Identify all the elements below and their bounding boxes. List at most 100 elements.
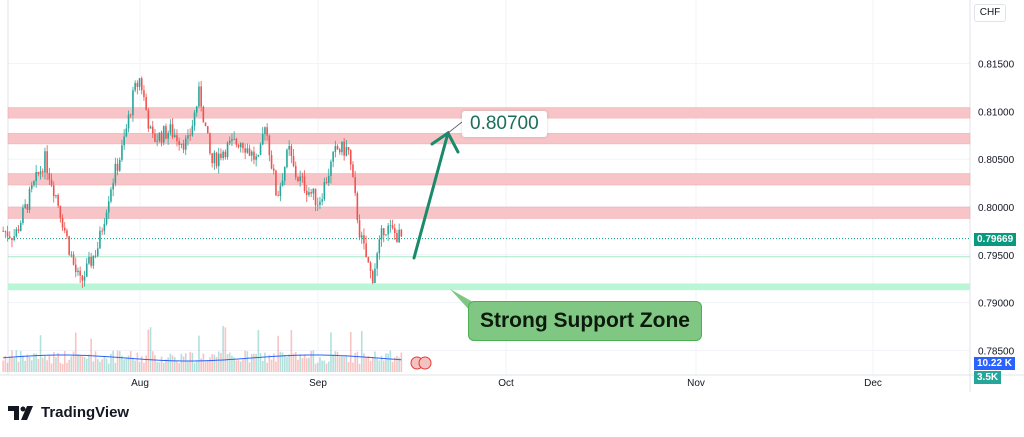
volume-bars xyxy=(2,326,432,372)
volume-bar xyxy=(376,358,378,372)
candle-body xyxy=(44,151,46,173)
volume-bar xyxy=(125,358,128,372)
tradingview-logo[interactable]: TradingView xyxy=(8,404,129,421)
volume-bar xyxy=(70,356,73,372)
volume-bar xyxy=(191,352,194,372)
candle-body xyxy=(264,127,266,135)
us-flag-event-icon xyxy=(418,356,432,370)
volume-ma-line xyxy=(3,354,402,362)
volume-bar xyxy=(182,356,185,372)
volume-bar xyxy=(63,350,66,372)
volume-bar xyxy=(220,352,222,372)
candle-body xyxy=(127,114,130,129)
candle-body xyxy=(30,185,33,190)
volume-bar xyxy=(224,327,227,372)
volume-bar xyxy=(206,360,209,372)
volume-bar xyxy=(292,353,295,372)
candle-body xyxy=(305,190,308,195)
candle-body xyxy=(222,151,224,159)
brand-name: TradingView xyxy=(41,404,130,421)
candle-body xyxy=(272,168,275,171)
volume-bar xyxy=(103,356,106,372)
volume-bar xyxy=(189,351,191,372)
volume-bar xyxy=(129,351,132,372)
candle-body xyxy=(114,163,117,184)
volume-bar xyxy=(305,358,308,372)
volume-bar xyxy=(151,351,154,372)
volume-bar xyxy=(286,356,288,372)
volume-bar xyxy=(121,355,123,372)
candle-body xyxy=(41,171,44,173)
volume-bar xyxy=(323,360,326,372)
price-tick-label: 0.80500 xyxy=(978,155,1015,166)
candle-body xyxy=(35,171,37,182)
target-leader-line xyxy=(447,121,463,134)
currency-label[interactable]: CHF xyxy=(974,4,1006,22)
candle-body xyxy=(235,138,238,145)
candle-body xyxy=(22,207,24,223)
candle-body xyxy=(374,268,376,283)
candle-body xyxy=(228,140,231,143)
candle-body xyxy=(19,222,22,231)
volume-bar xyxy=(35,353,37,372)
candle-body xyxy=(125,128,128,137)
volume-bar xyxy=(83,356,86,372)
price-tick-label: 0.78500 xyxy=(978,346,1015,357)
candle-body xyxy=(261,134,264,145)
volume-bar xyxy=(222,326,224,372)
candle-body xyxy=(88,256,90,264)
volume-bar xyxy=(382,360,385,372)
time-tick-label: Oct xyxy=(498,378,514,389)
volume-bar xyxy=(173,357,176,372)
candle-body xyxy=(246,148,249,153)
volume-bar xyxy=(61,363,64,372)
volume-bar xyxy=(165,359,167,372)
volume-bar xyxy=(167,357,169,372)
volume-bar xyxy=(160,356,163,372)
volume-bar xyxy=(239,361,242,372)
candle-body xyxy=(68,236,70,255)
volume-bar xyxy=(345,355,348,372)
candle-body xyxy=(220,153,222,159)
volume-bar xyxy=(37,358,40,372)
candle-body xyxy=(101,230,103,232)
candle-body xyxy=(281,180,284,186)
volume-bar xyxy=(288,354,290,372)
candle-body xyxy=(257,154,260,157)
candle-body xyxy=(173,135,176,138)
candle-body xyxy=(103,223,106,232)
volume-bar xyxy=(334,351,337,372)
candle-body xyxy=(266,127,268,136)
volume-bar xyxy=(162,362,165,372)
resistance-zone xyxy=(7,206,971,219)
candle-body xyxy=(270,155,273,169)
candle-body xyxy=(143,90,145,98)
candle-body xyxy=(147,110,150,129)
candle-body xyxy=(250,151,253,156)
candle-body xyxy=(116,163,119,171)
volume-bar xyxy=(118,351,121,372)
price-tick-label: 0.79500 xyxy=(978,251,1015,262)
support-zone-callout: Strong Support Zone xyxy=(468,301,702,341)
price-tick-label: 0.81000 xyxy=(978,107,1015,118)
candle-body xyxy=(136,82,139,87)
volume-bar xyxy=(112,350,114,372)
volume-bar xyxy=(178,363,180,372)
candle-body xyxy=(367,257,370,263)
candle-body xyxy=(294,165,297,178)
volume-bar xyxy=(171,355,174,372)
volume-bar xyxy=(327,361,330,372)
candle-body xyxy=(182,143,185,150)
volume-bar xyxy=(297,359,299,372)
price-tick-label: 0.81500 xyxy=(978,60,1015,71)
candle-body xyxy=(81,275,84,281)
volume-bar xyxy=(228,352,231,372)
volume-bar xyxy=(226,354,229,372)
volume-bar xyxy=(217,351,220,372)
candle-body xyxy=(396,232,398,243)
candle-body xyxy=(57,195,59,206)
candle-body xyxy=(211,153,213,164)
candle-body xyxy=(129,114,132,116)
candle-body xyxy=(215,152,218,167)
